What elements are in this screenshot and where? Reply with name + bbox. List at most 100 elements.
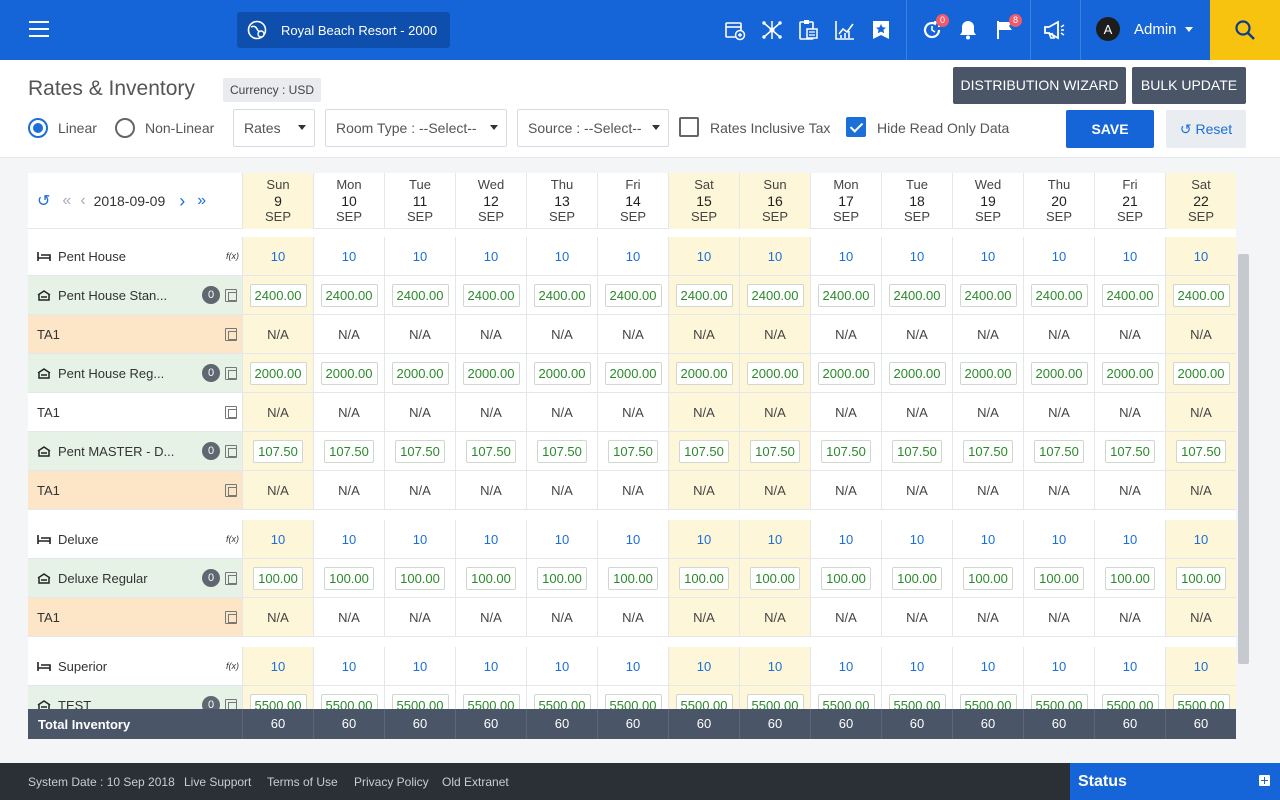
rate-input[interactable]: 100.00 xyxy=(395,566,445,590)
rate-input[interactable]: 107.50 xyxy=(324,439,374,463)
rate-input[interactable]: 107.50 xyxy=(1176,439,1226,463)
rate-input[interactable]: 2000.00 xyxy=(604,361,662,385)
rate-input[interactable]: 107.50 xyxy=(608,439,658,463)
rate-input[interactable]: 107.50 xyxy=(1034,439,1084,463)
room-type-select[interactable]: Room Type : --Select-- xyxy=(325,109,507,147)
rate-input[interactable]: 5500.00 xyxy=(1101,693,1159,709)
rate-input[interactable]: 2000.00 xyxy=(249,361,307,385)
inventory-value[interactable]: 10 xyxy=(1193,658,1209,674)
copy-icon[interactable] xyxy=(225,366,237,380)
rates-select[interactable]: Rates xyxy=(233,109,315,147)
rate-input[interactable]: 2000.00 xyxy=(675,361,733,385)
rate-input[interactable]: 2400.00 xyxy=(888,283,946,307)
rate-input[interactable]: 2000.00 xyxy=(1030,361,1088,385)
rate-input[interactable]: 2400.00 xyxy=(533,283,591,307)
rate-input[interactable]: 100.00 xyxy=(1176,566,1226,590)
bulk-update-button[interactable]: BULK UPDATE xyxy=(1132,67,1246,104)
expand-icon[interactable] xyxy=(1259,775,1270,786)
inventory-value[interactable]: 10 xyxy=(554,658,570,674)
row-label-text[interactable]: Pent House Stan... xyxy=(58,287,168,303)
inventory-value[interactable]: 10 xyxy=(625,248,641,264)
inventory-value[interactable]: 10 xyxy=(696,658,712,674)
grid-scrollbar[interactable] xyxy=(1236,237,1250,707)
inventory-value[interactable]: 10 xyxy=(270,248,286,264)
rate-input[interactable]: 107.50 xyxy=(1105,439,1155,463)
rate-input[interactable]: 5500.00 xyxy=(746,693,804,709)
row-label-text[interactable]: TEST xyxy=(58,697,92,710)
rate-input[interactable]: 5500.00 xyxy=(320,693,378,709)
calendar-add-icon[interactable] xyxy=(722,16,748,44)
rate-input[interactable]: 2400.00 xyxy=(249,283,307,307)
inventory-value[interactable]: 10 xyxy=(767,658,783,674)
chart-icon[interactable] xyxy=(832,16,858,44)
rate-input[interactable]: 2400.00 xyxy=(1030,283,1088,307)
rate-input[interactable]: 5500.00 xyxy=(675,693,733,709)
copy-icon[interactable] xyxy=(225,288,237,302)
inventory-value[interactable]: 10 xyxy=(483,658,499,674)
inventory-value[interactable]: 10 xyxy=(483,248,499,264)
rate-input[interactable]: 107.50 xyxy=(750,439,800,463)
star-bookmark-icon[interactable] xyxy=(868,16,894,44)
chevron-left-icon[interactable]: ‹ xyxy=(80,192,86,209)
inventory-value[interactable]: 10 xyxy=(838,248,854,264)
inventory-value[interactable]: 10 xyxy=(696,248,712,264)
inventory-value[interactable]: 10 xyxy=(341,658,357,674)
rate-input[interactable]: 2400.00 xyxy=(959,283,1017,307)
inventory-value[interactable]: 10 xyxy=(909,658,925,674)
inventory-value[interactable]: 10 xyxy=(980,248,996,264)
rate-input[interactable]: 2000.00 xyxy=(888,361,946,385)
rate-input[interactable]: 100.00 xyxy=(821,566,871,590)
rate-input[interactable]: 5500.00 xyxy=(817,693,875,709)
status-panel[interactable]: Status xyxy=(1070,763,1280,800)
double-chevron-left-icon[interactable]: « xyxy=(62,192,72,209)
rate-input[interactable]: 5500.00 xyxy=(1030,693,1088,709)
formula-icon[interactable]: f(x) xyxy=(226,251,239,261)
rate-input[interactable]: 5500.00 xyxy=(1172,693,1230,709)
rate-input[interactable]: 100.00 xyxy=(466,566,516,590)
inventory-value[interactable]: 10 xyxy=(696,531,712,547)
inventory-value[interactable]: 10 xyxy=(483,531,499,547)
rate-input[interactable]: 2400.00 xyxy=(391,283,449,307)
hotel-selector[interactable]: Royal Beach Resort - 2000 xyxy=(237,12,450,48)
rate-input[interactable]: 5500.00 xyxy=(959,693,1017,709)
inventory-value[interactable]: 10 xyxy=(1051,658,1067,674)
chevron-right-icon[interactable]: › xyxy=(179,190,186,211)
rate-input[interactable]: 5500.00 xyxy=(888,693,946,709)
inventory-value[interactable]: 10 xyxy=(412,658,428,674)
rate-input[interactable]: 5500.00 xyxy=(249,693,307,709)
rate-input[interactable]: 5500.00 xyxy=(533,693,591,709)
inventory-value[interactable]: 10 xyxy=(767,531,783,547)
inventory-value[interactable]: 10 xyxy=(909,248,925,264)
rate-input[interactable]: 2400.00 xyxy=(1101,283,1159,307)
non-linear-radio[interactable] xyxy=(115,118,135,138)
rates-inclusive-tax-checkbox[interactable] xyxy=(679,117,699,137)
rate-input[interactable]: 2000.00 xyxy=(1172,361,1230,385)
inventory-value[interactable]: 10 xyxy=(980,658,996,674)
row-label-text[interactable]: Pent MASTER - D... xyxy=(58,443,175,459)
inventory-value[interactable]: 10 xyxy=(1051,531,1067,547)
inventory-value[interactable]: 10 xyxy=(625,658,641,674)
rate-input[interactable]: 2000.00 xyxy=(959,361,1017,385)
rate-input[interactable]: 2000.00 xyxy=(533,361,591,385)
user-menu[interactable]: A Admin xyxy=(1096,17,1193,41)
refresh-icon[interactable]: ↺ xyxy=(37,193,51,210)
inventory-value[interactable]: 10 xyxy=(341,248,357,264)
rate-input[interactable]: 2000.00 xyxy=(746,361,804,385)
current-date[interactable]: 2018-09-09 xyxy=(93,193,166,209)
rate-input[interactable]: 2400.00 xyxy=(604,283,662,307)
inventory-value[interactable]: 10 xyxy=(554,531,570,547)
rate-input[interactable]: 5500.00 xyxy=(462,693,520,709)
network-icon[interactable] xyxy=(759,16,785,44)
flag-icon[interactable]: 8 xyxy=(992,14,1022,44)
copy-icon[interactable] xyxy=(225,610,237,624)
rate-input[interactable]: 107.50 xyxy=(253,439,303,463)
inventory-value[interactable]: 10 xyxy=(838,531,854,547)
inventory-value[interactable]: 10 xyxy=(625,531,641,547)
inventory-value[interactable]: 10 xyxy=(909,531,925,547)
rate-input[interactable]: 100.00 xyxy=(750,566,800,590)
row-label-text[interactable]: TA1 xyxy=(37,482,60,498)
rate-input[interactable]: 100.00 xyxy=(679,566,729,590)
megaphone-icon[interactable] xyxy=(1041,16,1067,44)
rate-input[interactable]: 107.50 xyxy=(892,439,942,463)
save-button[interactable]: SAVE xyxy=(1066,110,1154,148)
